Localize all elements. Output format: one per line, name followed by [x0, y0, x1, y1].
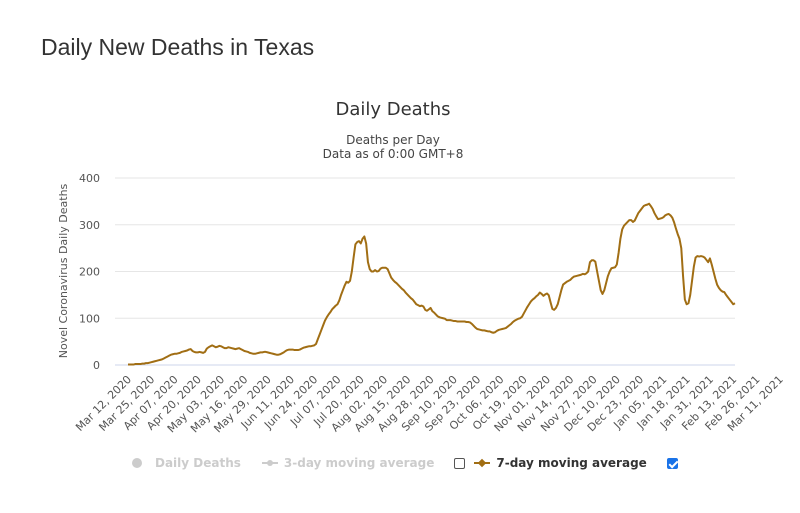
chart-subtitle: Deaths per Day Data as of 0:00 GMT+8: [0, 133, 786, 161]
chart-title: Daily Deaths: [335, 99, 451, 120]
chart-subtitle-line-2: Data as of 0:00 GMT+8: [322, 147, 464, 161]
chart-subtitle-line-1: Deaths per Day: [346, 133, 440, 147]
legend-item-daily-deaths[interactable]: Daily Deaths: [132, 456, 241, 470]
series-group[interactable]: [128, 202, 736, 366]
legend-label-3-day-average: 3-day moving average: [283, 456, 435, 470]
y-tick-label: 400: [79, 172, 100, 185]
y-tick-label: 100: [79, 312, 100, 325]
legend-item-3-day-average[interactable]: 3-day moving average: [261, 456, 435, 470]
legend-label-daily-deaths: Daily Deaths: [155, 456, 241, 470]
checkbox-3-day-average[interactable]: [454, 457, 466, 469]
grid-lines: [115, 177, 735, 366]
legend-item-7-day-average[interactable]: 7-day moving average: [474, 456, 647, 470]
page-title: Daily New Deaths in Texas: [41, 34, 315, 60]
legend-label-7-day-average: 7-day moving average: [496, 456, 647, 470]
series-line-7-day-moving-average[interactable]: [128, 202, 736, 366]
line-diamond-icon: [474, 458, 491, 468]
legend: Daily Deaths 3-day moving average 7-day …: [132, 454, 678, 472]
y-axis-ticks: 0 100 200 300 400: [79, 172, 100, 372]
circle-dot-icon: [132, 458, 142, 468]
y-tick-label: 200: [79, 266, 100, 279]
y-tick-label: 0: [93, 359, 100, 372]
y-axis-label: Novel Coronavirus Daily Deaths: [57, 183, 70, 358]
checkbox-7-day-average[interactable]: [666, 457, 678, 469]
y-tick-label: 300: [79, 219, 100, 232]
line-circle-icon: [261, 458, 278, 468]
